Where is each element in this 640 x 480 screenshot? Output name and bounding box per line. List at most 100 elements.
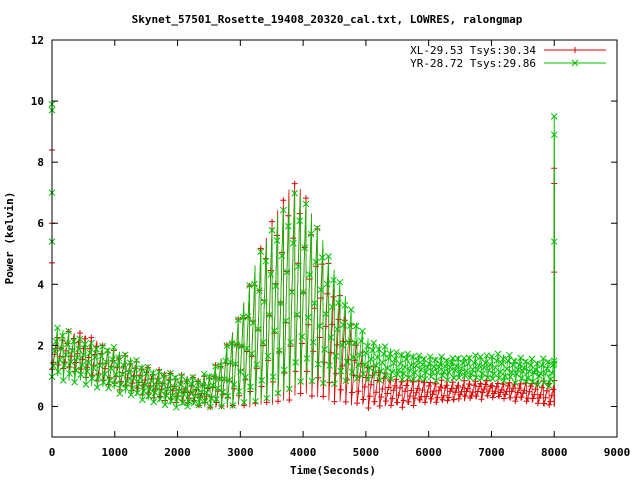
data-point [355,361,362,369]
data-point [466,374,474,382]
data-point [429,391,436,398]
data-point [425,382,432,389]
data-point [232,360,239,368]
data-point [351,339,359,347]
data-point [253,361,261,368]
y-tick-label: 0 [37,400,44,413]
data-point [483,352,491,359]
data-point [547,376,554,383]
data-point [433,399,440,406]
data-point [284,222,292,230]
data-point [161,401,169,409]
data-point [478,375,485,382]
data-point [210,373,218,381]
data-point [266,311,273,319]
x-tick-label: 3000 [227,446,254,459]
data-point [292,359,299,366]
data-point [401,388,408,395]
data-point [257,248,265,255]
data-point [389,395,396,402]
data-point [399,404,406,411]
data-point [320,393,327,400]
data-point [411,395,418,402]
data-point [438,353,445,361]
data-point [427,379,434,386]
data-point [366,393,373,400]
data-point [364,342,371,350]
data-point [199,381,207,389]
data-point [348,368,356,376]
data-point [304,314,312,321]
data-point [287,338,294,346]
data-point [406,367,414,374]
data-point [484,374,492,381]
data-point [242,373,249,381]
data-point [499,355,507,363]
data-point [178,372,186,380]
data-point [470,359,478,367]
data-point [57,345,65,352]
data-point [223,342,231,350]
data-point [278,252,286,260]
data-point [319,379,327,387]
data-point [150,398,158,406]
legend-label: XL-29.53 Tsys:30.34 [410,44,536,57]
data-point [416,396,423,403]
data-point [520,364,528,372]
x-tick-label: 4000 [290,446,317,459]
data-point [111,380,119,388]
data-point [248,350,256,357]
data-point [393,370,401,378]
data-point [335,316,342,323]
data-point [264,352,272,360]
data-point [379,359,386,367]
data-point [380,350,388,358]
data-point [436,360,444,368]
data-point [529,395,536,402]
data-point [450,374,458,382]
data-point [451,367,459,374]
data-point [360,370,367,378]
data-point [301,244,308,252]
data-point [229,402,237,409]
data-point [225,376,233,384]
data-point [149,369,157,377]
data-point [511,379,519,387]
data-point [191,392,199,400]
data-point [366,364,374,371]
data-point [386,350,394,358]
data-point [289,239,297,247]
data-point [125,368,133,376]
data-point [345,339,352,346]
data-point [369,346,376,354]
data-point [355,388,362,395]
data-point [85,359,92,366]
x-axis-label: Time(Seconds) [290,464,376,477]
data-point [426,353,434,361]
data-point [298,333,306,340]
data-point [376,402,383,409]
data-point [308,393,315,400]
data-point [346,322,354,330]
data-point [194,378,202,386]
data-point [72,359,79,366]
data-point [76,330,83,337]
data-point [141,381,149,389]
data-point [337,367,345,375]
data-point [482,381,489,388]
data-point [357,337,365,345]
data-point [316,322,323,330]
data-point [532,366,539,374]
data-point [321,359,328,366]
data-point [402,355,410,363]
data-point [529,378,537,386]
data-point [297,390,304,397]
data-point [285,385,293,393]
data-point [453,385,460,392]
data-point [291,180,298,187]
data-point [280,206,287,214]
data-point [431,356,439,364]
data-point [479,370,487,378]
data-point [107,364,115,372]
data-point [442,384,449,391]
